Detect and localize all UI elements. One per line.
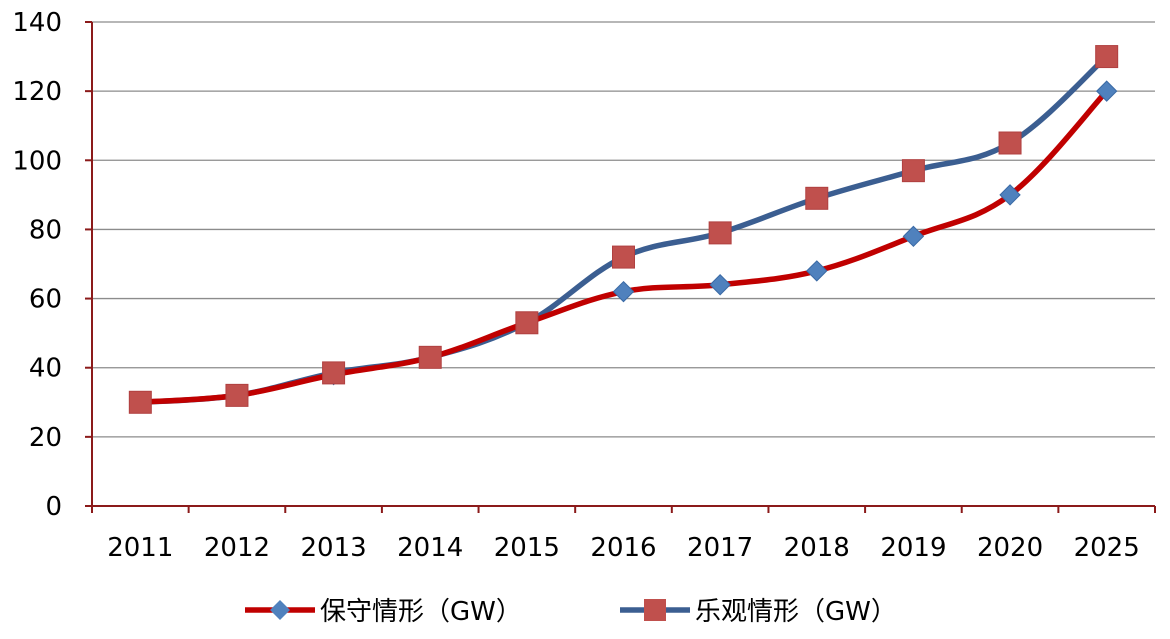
x-tick-label: 2012 (204, 533, 270, 563)
gridlines (92, 21, 1155, 438)
data-point-optimistic (805, 186, 829, 210)
x-tick-label: 2018 (784, 533, 850, 563)
x-tick-label: 2016 (590, 533, 656, 563)
x-tick-label: 2013 (301, 533, 367, 563)
x-tick-label: 2015 (494, 533, 560, 563)
x-tick-label: 2011 (107, 533, 173, 563)
x-tick-label: 2017 (687, 533, 753, 563)
legend-label-optimistic: 乐观情形（GW） (695, 597, 897, 627)
data-point-conservative (709, 274, 731, 296)
data-point-optimistic (128, 390, 152, 414)
y-tick-label: 20 (29, 423, 62, 453)
y-tick-label: 100 (12, 146, 62, 176)
data-point-conservative (1095, 80, 1118, 102)
data-point-conservative (806, 260, 828, 282)
y-tick-label: 60 (29, 285, 62, 315)
y-tick-label: 80 (29, 215, 62, 245)
legend-marker-optimistic (644, 599, 666, 621)
data-point-optimistic (708, 221, 732, 245)
legend-label-conservative: 保守情形（GW） (320, 597, 522, 627)
data-point-optimistic (225, 383, 249, 407)
y-tick-label: 0 (45, 492, 62, 522)
series-group (128, 45, 1119, 414)
data-point-conservative (999, 184, 1021, 206)
data-point-conservative (902, 225, 925, 248)
data-point-optimistic (418, 345, 442, 369)
data-point-optimistic (901, 159, 925, 183)
x-tick-label: 2025 (1074, 533, 1140, 563)
data-point-optimistic (515, 311, 539, 335)
y-tick-label: 140 (12, 8, 62, 38)
axes: 0 20 40 60 80 100 120 140 2011 2012 2013 2014 2015 20… (12, 8, 1156, 563)
x-tick-label: 2020 (977, 533, 1043, 563)
legend: 保守情形（GW） 乐观情形（GW） (245, 597, 897, 627)
data-point-optimistic (1095, 45, 1119, 69)
data-point-conservative (612, 280, 635, 303)
x-tick-label: 2019 (880, 533, 946, 563)
data-point-optimistic (998, 131, 1022, 155)
y-tick-label: 120 (12, 77, 62, 107)
data-point-optimistic (612, 245, 635, 269)
data-point-optimistic (322, 361, 346, 385)
x-tick-label: 2014 (397, 533, 463, 563)
legend-marker-conservative (270, 600, 290, 620)
y-tick-label: 40 (29, 354, 62, 384)
